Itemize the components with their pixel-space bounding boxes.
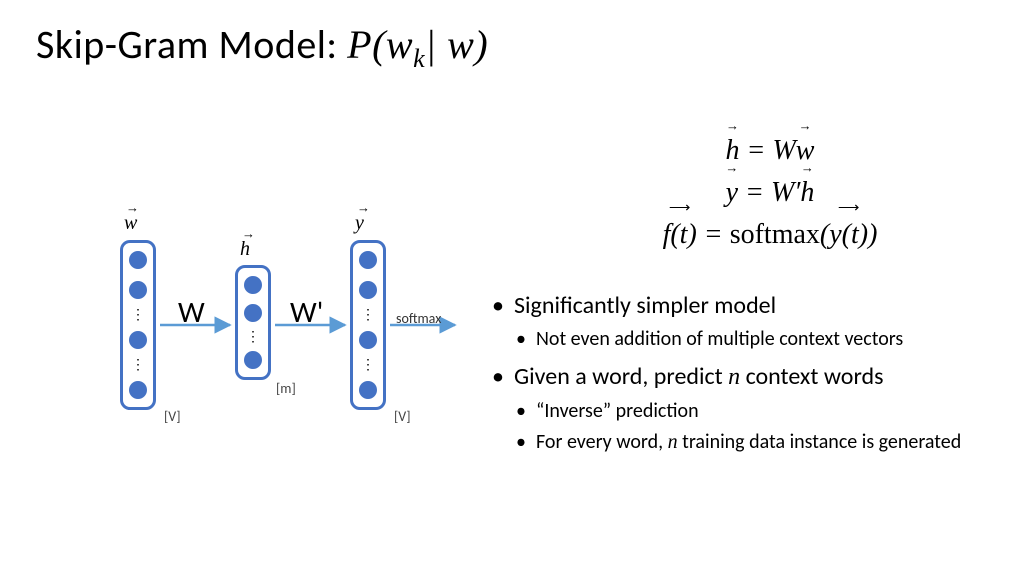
title-math: P(wk| w) xyxy=(347,22,488,67)
bullet-list: Significantly simpler model Not even add… xyxy=(490,290,1000,464)
label-h-vec: h xyxy=(240,238,250,261)
bullet-2-2-post: training data instance is generated xyxy=(678,430,962,454)
dim-V-left: [V] xyxy=(164,408,181,425)
title-prefix: Skip-Gram Model: xyxy=(36,20,347,69)
bullet-2-post: context words xyxy=(740,362,883,391)
bullet-2-1: “Inverse” prediction xyxy=(514,398,1000,425)
eq-line-1: h = Ww xyxy=(560,130,980,172)
bullet-2: Given a word, predict n context words “I… xyxy=(490,361,1000,455)
page-title: Skip-Gram Model: P(wk| w) xyxy=(36,20,488,74)
skipgram-diagram: ⋮ ⋮ w [V] ⋮ h [m] ⋮ ⋮ y [V] W W' softmax xyxy=(80,190,460,440)
label-w-vec: w xyxy=(124,212,137,235)
label-softmax: softmax xyxy=(396,310,441,327)
equations: h = Ww y = W′h f(t) = softmax(y(t)) xyxy=(560,130,980,256)
dim-V-right: [V] xyxy=(394,408,411,425)
bullet-1-text: Significantly simpler model xyxy=(514,291,776,320)
label-y-vec: y xyxy=(355,212,364,235)
vector-y-column: ⋮ ⋮ xyxy=(350,240,386,410)
vector-h-column: ⋮ xyxy=(235,265,271,380)
bullet-2-2-n: n xyxy=(668,431,678,453)
bullet-1-1: Not even addition of multiple context ve… xyxy=(514,326,1000,353)
bullet-1: Significantly simpler model Not even add… xyxy=(490,290,1000,353)
dim-m: [m] xyxy=(276,380,296,397)
bullet-2-2: For every word, n training data instance… xyxy=(514,429,1000,456)
bullet-2-n: n xyxy=(728,364,740,390)
label-W: W xyxy=(178,294,205,331)
label-W-prime: W' xyxy=(290,294,323,331)
vector-w-column: ⋮ ⋮ xyxy=(120,240,156,410)
bullet-2-pre: Given a word, predict xyxy=(514,362,728,391)
bullet-2-2-pre: For every word, xyxy=(536,430,668,454)
eq-line-2: y = W′h xyxy=(560,172,980,214)
eq-line-3: f(t) = softmax(y(t)) xyxy=(560,214,980,256)
